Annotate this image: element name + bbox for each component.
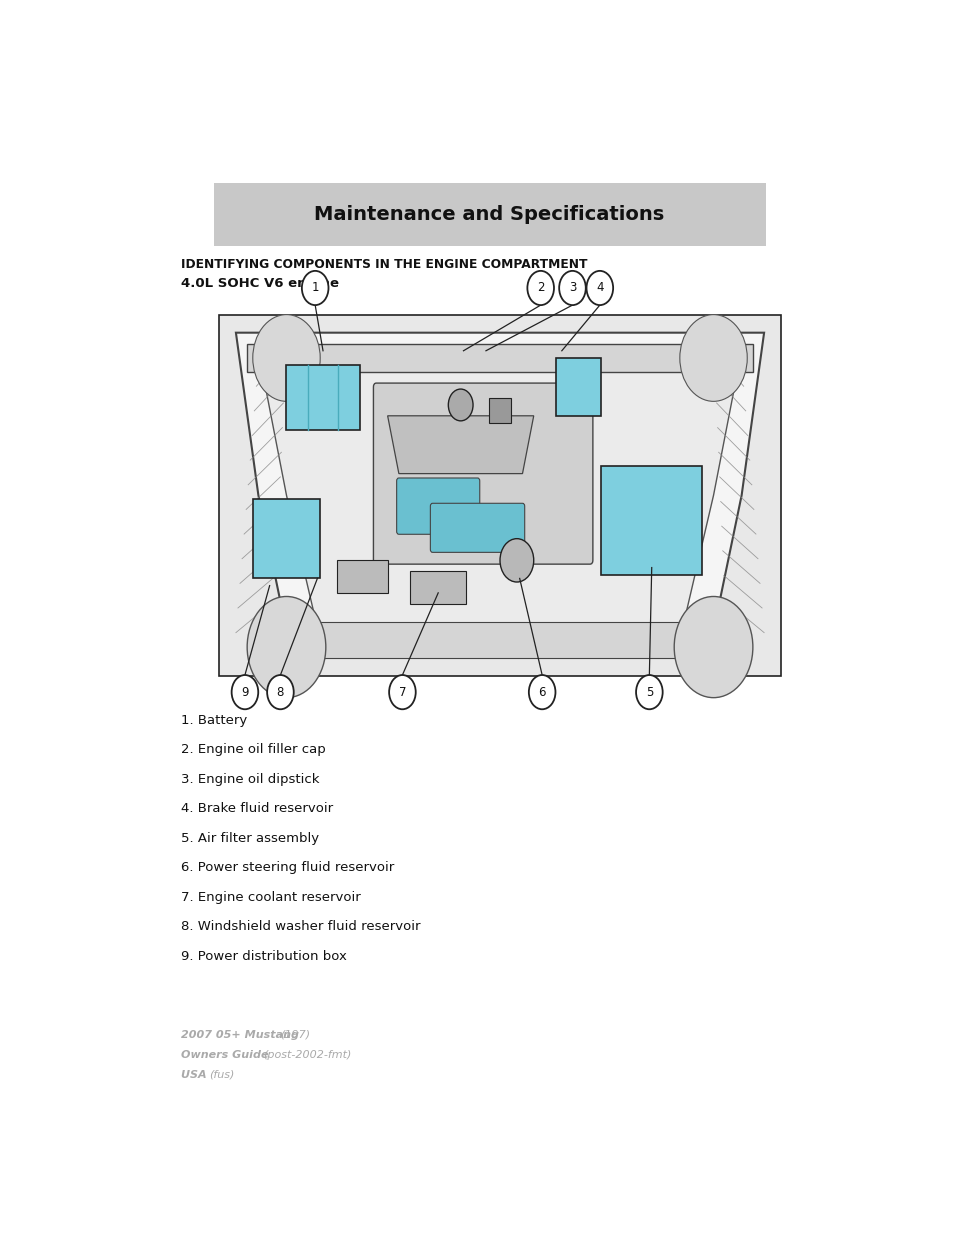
FancyBboxPatch shape — [286, 621, 713, 658]
Text: 3: 3 — [568, 282, 576, 294]
Circle shape — [301, 270, 328, 305]
FancyBboxPatch shape — [336, 561, 387, 593]
Text: 2: 2 — [537, 282, 544, 294]
FancyBboxPatch shape — [396, 478, 479, 535]
Text: 7: 7 — [398, 685, 406, 699]
FancyBboxPatch shape — [219, 315, 781, 676]
Text: Maintenance and Specifications: Maintenance and Specifications — [314, 205, 663, 225]
Text: 1. Battery: 1. Battery — [180, 714, 247, 727]
Circle shape — [247, 597, 326, 698]
FancyBboxPatch shape — [488, 398, 511, 424]
Circle shape — [679, 315, 746, 401]
Text: 7. Engine coolant reservoir: 7. Engine coolant reservoir — [180, 890, 360, 904]
Polygon shape — [258, 351, 740, 640]
Text: 1: 1 — [311, 282, 318, 294]
Text: 4. Brake fluid reservoir: 4. Brake fluid reservoir — [180, 803, 333, 815]
Circle shape — [558, 270, 585, 305]
Text: 8. Windshield washer fluid reservoir: 8. Windshield washer fluid reservoir — [180, 920, 419, 934]
Circle shape — [527, 270, 554, 305]
Circle shape — [253, 315, 320, 401]
FancyBboxPatch shape — [373, 383, 592, 564]
Text: IDENTIFYING COMPONENTS IN THE ENGINE COMPARTMENT: IDENTIFYING COMPONENTS IN THE ENGINE COM… — [180, 258, 586, 270]
Text: 3. Engine oil dipstick: 3. Engine oil dipstick — [180, 773, 319, 785]
Text: (197): (197) — [280, 1030, 311, 1040]
Text: (post-2002-fmt): (post-2002-fmt) — [263, 1050, 352, 1060]
Text: Owners Guide: Owners Guide — [180, 1050, 272, 1060]
FancyBboxPatch shape — [247, 343, 752, 373]
Circle shape — [586, 270, 613, 305]
Text: 2007 05+ Mustang: 2007 05+ Mustang — [180, 1030, 302, 1040]
Text: 4: 4 — [596, 282, 603, 294]
Text: 5. Air filter assembly: 5. Air filter assembly — [180, 832, 318, 845]
Circle shape — [636, 676, 662, 709]
Polygon shape — [387, 416, 533, 473]
Text: 6. Power steering fluid reservoir: 6. Power steering fluid reservoir — [180, 862, 394, 874]
Text: USA: USA — [180, 1070, 210, 1079]
FancyBboxPatch shape — [286, 366, 359, 430]
Circle shape — [528, 676, 555, 709]
Text: 9: 9 — [241, 685, 249, 699]
Circle shape — [674, 597, 752, 698]
Circle shape — [448, 389, 473, 421]
FancyBboxPatch shape — [600, 467, 701, 574]
Circle shape — [499, 538, 533, 582]
FancyBboxPatch shape — [213, 183, 765, 246]
Circle shape — [389, 676, 416, 709]
Text: 6: 6 — [537, 685, 545, 699]
Circle shape — [232, 676, 258, 709]
Text: 8: 8 — [276, 685, 284, 699]
Circle shape — [267, 676, 294, 709]
Text: 4.0L SOHC V6 engine: 4.0L SOHC V6 engine — [180, 277, 338, 289]
Text: 5: 5 — [645, 685, 653, 699]
Text: (fus): (fus) — [209, 1070, 233, 1079]
Text: 211: 211 — [571, 377, 598, 390]
FancyBboxPatch shape — [430, 504, 524, 552]
Text: 2. Engine oil filler cap: 2. Engine oil filler cap — [180, 743, 325, 757]
Polygon shape — [235, 332, 763, 658]
FancyBboxPatch shape — [253, 499, 320, 578]
FancyBboxPatch shape — [556, 358, 600, 416]
Text: 9. Power distribution box: 9. Power distribution box — [180, 950, 346, 963]
FancyBboxPatch shape — [410, 571, 466, 604]
